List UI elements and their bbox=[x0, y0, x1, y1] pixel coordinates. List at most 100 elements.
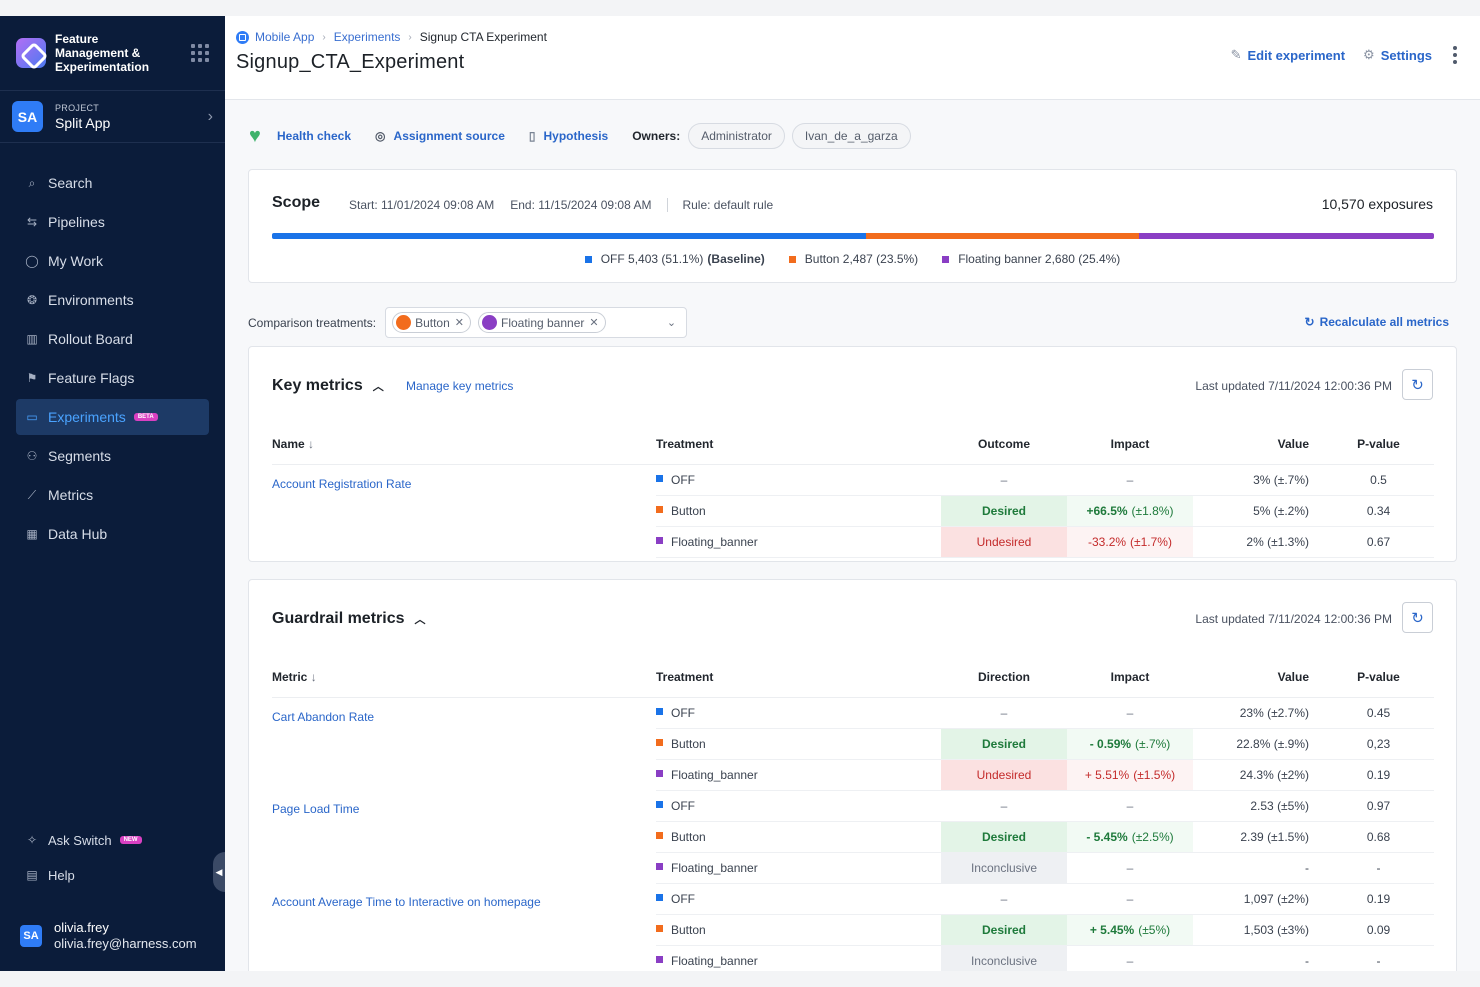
datahub-icon: ▦ bbox=[26, 527, 38, 541]
sidebar-item-data-hub[interactable]: ▦ Data Hub bbox=[16, 516, 209, 552]
treatment-chip[interactable]: Floating banner ✕ bbox=[477, 312, 606, 333]
sidebar-item-label: Ask Switch bbox=[48, 832, 112, 848]
chevron-up-icon[interactable]: ︿ bbox=[414, 614, 426, 626]
chevron-up-icon[interactable]: ︿ bbox=[372, 381, 384, 393]
pvalue-cell: - bbox=[1323, 945, 1434, 971]
main-content: Mobile App › Experiments › Signup CTA Ex… bbox=[225, 16, 1480, 971]
comparison-label: Comparison treatments: bbox=[248, 315, 377, 330]
metric-name-link[interactable]: Account Registration Rate bbox=[272, 476, 412, 491]
chevron-right-icon: › bbox=[322, 31, 326, 43]
impact-ci: (±1.5%) bbox=[1133, 767, 1176, 782]
treatment-color-dot bbox=[396, 315, 412, 330]
experiment-toolbar: ♥ Health check ◎ Assignment source ▯ Hyp… bbox=[249, 123, 918, 149]
user-name: olivia.frey bbox=[54, 920, 109, 935]
edit-experiment-button[interactable]: ✎ Edit experiment bbox=[1231, 47, 1345, 63]
refresh-button[interactable]: ↻ bbox=[1402, 369, 1433, 400]
pvalue-cell: 0.67 bbox=[1323, 526, 1434, 558]
table-row: Button Desired - 5.45% (±2.5%) 2.39 (±1.5%) 0… bbox=[272, 821, 1434, 853]
impact-cell: -33.2% (±1.7%) bbox=[1067, 526, 1193, 558]
treatment-label: Button bbox=[671, 922, 706, 937]
column-label: Metric bbox=[272, 669, 308, 684]
guardrail-metrics-title[interactable]: Guardrail metrics ︿ bbox=[272, 610, 426, 628]
value-cell: - bbox=[1193, 945, 1323, 971]
impact-ci: (±5%) bbox=[1138, 922, 1171, 937]
sidebar-item-my-work[interactable]: ◯ My Work bbox=[16, 243, 209, 279]
breadcrumb-current: Signup CTA Experiment bbox=[419, 30, 547, 44]
impact-cell: – bbox=[1067, 945, 1193, 971]
table-row: Account Average Time to Interactive on h… bbox=[272, 883, 1434, 915]
impact-cell: +66.5% (±1.8%) bbox=[1067, 495, 1193, 527]
value-cell: 24.3% (±2%) bbox=[1193, 759, 1323, 791]
user-profile[interactable]: SA olivia.frey olivia.frey@harness.com bbox=[20, 920, 197, 951]
close-icon[interactable]: ✕ bbox=[454, 317, 464, 329]
collapse-sidebar-button[interactable]: ◀ bbox=[213, 852, 225, 892]
sort-arrow-icon[interactable]: ↓ bbox=[310, 669, 317, 684]
pvalue-cell: - bbox=[1323, 852, 1434, 884]
edit-icon: ✎ bbox=[1230, 47, 1242, 62]
comparison-select[interactable]: Button ✕ Floating banner ✕ ⌄ bbox=[385, 307, 688, 338]
project-switcher[interactable]: SA PROJECT Split App › bbox=[0, 91, 225, 143]
close-icon[interactable]: ✕ bbox=[589, 317, 599, 329]
outcome-cell: Inconclusive bbox=[941, 945, 1067, 971]
outcome-cell: Undesired bbox=[941, 526, 1067, 558]
metric-name-link[interactable]: Cart Abandon Rate bbox=[272, 709, 375, 724]
new-badge: NEW bbox=[119, 836, 142, 844]
breadcrumb-mobile-app[interactable]: Mobile App bbox=[255, 30, 315, 44]
sidebar-item-label: My Work bbox=[48, 253, 103, 269]
recalculate-label: Recalculate all metrics bbox=[1319, 315, 1449, 329]
metric-name-link[interactable]: Page Load Time bbox=[272, 802, 360, 816]
impact-cell: + 5.51% (±1.5%) bbox=[1067, 759, 1193, 791]
sidebar-item-rollout-board[interactable]: ▥ Rollout Board bbox=[16, 321, 209, 357]
more-options-icon[interactable] bbox=[1452, 46, 1458, 64]
manage-key-metrics-link[interactable]: Manage key metrics bbox=[406, 379, 514, 393]
owner-chip[interactable]: Administrator bbox=[688, 123, 785, 149]
recalculate-all-button[interactable]: ↻ Recalculate all metrics bbox=[1305, 315, 1449, 329]
impact-ci: (±.7%) bbox=[1135, 736, 1171, 751]
column-header-name[interactable]: Name ↓ bbox=[272, 424, 656, 465]
treatment-cell: OFF bbox=[656, 464, 941, 496]
gear-icon: ⚙ bbox=[1363, 47, 1375, 62]
key-metrics-card: Key metrics ︿ Manage key metrics Last up… bbox=[248, 346, 1457, 562]
table-row: Cart Abandon Rate OFF – – 23% (±2.7%) 0.45 bbox=[272, 697, 1434, 729]
key-metrics-title[interactable]: Key metrics ︿ bbox=[272, 377, 384, 395]
health-check-button[interactable]: ♥ Health check bbox=[249, 126, 351, 146]
distribution-segment bbox=[1138, 233, 1434, 239]
distribution-segment bbox=[272, 233, 866, 239]
impact-cell: + 5.45% (±5%) bbox=[1067, 914, 1193, 946]
refresh-button[interactable]: ↻ bbox=[1402, 602, 1433, 633]
sidebar-item-environments[interactable]: ❂ Environments bbox=[16, 282, 209, 318]
sidebar-item-search[interactable]: ⌕ Search bbox=[16, 165, 209, 201]
app-switcher-icon[interactable] bbox=[191, 44, 209, 62]
impact-value: – bbox=[1126, 860, 1134, 875]
breadcrumb-experiments[interactable]: Experiments bbox=[333, 30, 401, 44]
outcome-cell: Desired bbox=[941, 728, 1067, 760]
refresh-icon: ↻ bbox=[1411, 376, 1424, 394]
key-metrics-table: Name ↓ Treatment Outcome Impact Value P-… bbox=[272, 424, 1434, 558]
table-row: Button Desired + 5.45% (±5%) 1,503 (±3%) 0.09 bbox=[272, 914, 1434, 946]
treatment-swatch bbox=[656, 707, 663, 715]
column-header-metric[interactable]: Metric ↓ bbox=[272, 657, 656, 698]
sidebar-item-segments[interactable]: ⚇ Segments bbox=[16, 438, 209, 474]
sidebar-item-feature-flags[interactable]: ⚑ Feature Flags bbox=[16, 360, 209, 396]
sidebar-item-metrics[interactable]: ⟋ Metrics bbox=[16, 477, 209, 513]
refresh-icon: ↻ bbox=[1411, 609, 1424, 627]
sidebar-item-experiments[interactable]: ▭ Experiments BETA bbox=[16, 399, 209, 435]
table-row: Floating_banner Inconclusive – - - bbox=[272, 945, 1434, 971]
sidebar-item-help[interactable]: ▤ Help bbox=[16, 859, 209, 891]
scope-start: Start: 11/01/2024 09:08 AM bbox=[349, 198, 495, 212]
value-cell: 23% (±2.7%) bbox=[1193, 697, 1323, 729]
hypothesis-button[interactable]: ▯ Hypothesis bbox=[529, 129, 608, 143]
chevron-down-icon[interactable]: ⌄ bbox=[666, 317, 677, 329]
sort-arrow-icon[interactable]: ↓ bbox=[308, 436, 315, 451]
scope-card: Scope Start: 11/01/2024 09:08 AM End: 11… bbox=[248, 169, 1457, 283]
treatment-chip[interactable]: Button ✕ bbox=[392, 312, 471, 333]
assignment-source-button[interactable]: ◎ Assignment source bbox=[375, 129, 505, 143]
metric-name-link[interactable]: Account Average Time to Interactive on h… bbox=[272, 895, 541, 909]
owner-chip[interactable]: Ivan_de_a_garza bbox=[791, 123, 911, 149]
sidebar-item-pipelines[interactable]: ⇆ Pipelines bbox=[16, 204, 209, 240]
impact-value: +66.5% bbox=[1086, 503, 1128, 518]
pvalue-cell: 0.97 bbox=[1323, 790, 1434, 822]
sidebar-item-ask-switch[interactable]: ✧ Ask Switch NEW bbox=[16, 824, 209, 856]
pvalue-cell: 0.19 bbox=[1323, 883, 1434, 915]
settings-button[interactable]: ⚙ Settings bbox=[1363, 47, 1432, 63]
